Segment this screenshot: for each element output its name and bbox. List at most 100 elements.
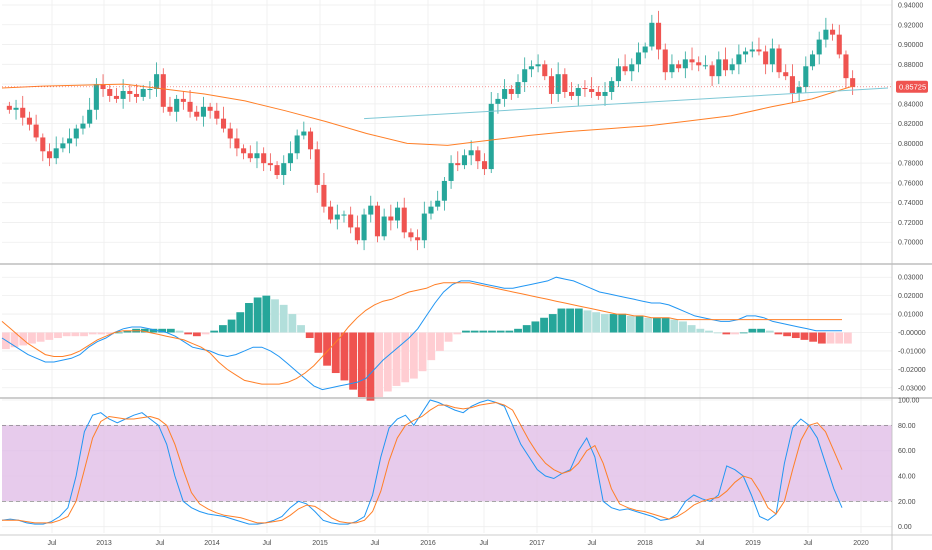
candle-body[interactable] xyxy=(227,128,233,139)
candle-body[interactable] xyxy=(488,103,494,170)
candle-body[interactable] xyxy=(187,101,193,112)
candle-body[interactable] xyxy=(174,98,180,112)
candle-body[interactable] xyxy=(776,48,782,73)
candle-body[interactable] xyxy=(67,138,73,144)
candle-body[interactable] xyxy=(87,109,93,124)
candle-body[interactable] xyxy=(809,54,816,67)
candle-body[interactable] xyxy=(843,54,849,79)
candle-body[interactable] xyxy=(709,65,715,77)
candle-body[interactable] xyxy=(582,88,588,90)
candle-body[interactable] xyxy=(281,163,287,176)
candle-body[interactable] xyxy=(448,163,454,181)
candle-body[interactable] xyxy=(26,117,32,125)
candle-body[interactable] xyxy=(301,131,307,136)
candle-body[interactable] xyxy=(535,64,541,67)
candle-body[interactable] xyxy=(629,64,635,72)
candle-body[interactable] xyxy=(147,89,153,91)
candle-body[interactable] xyxy=(13,107,19,110)
candle-body[interactable] xyxy=(120,90,126,99)
candle-body[interactable] xyxy=(548,76,555,94)
candle-body[interactable] xyxy=(107,89,113,96)
candle-body[interactable] xyxy=(495,98,501,104)
candle-body[interactable] xyxy=(803,66,809,88)
candle-body[interactable] xyxy=(542,64,548,77)
candle-body[interactable] xyxy=(515,82,521,94)
candle-body[interactable] xyxy=(341,214,347,216)
candle-body[interactable] xyxy=(689,59,695,63)
candle-body[interactable] xyxy=(816,39,822,55)
candle-body[interactable] xyxy=(408,232,414,238)
candle-body[interactable] xyxy=(421,213,427,241)
candle-body[interactable] xyxy=(649,22,655,47)
candle-body[interactable] xyxy=(575,88,581,96)
candle-body[interactable] xyxy=(562,74,568,92)
candle-body[interactable] xyxy=(354,227,360,241)
candle-body[interactable] xyxy=(756,49,762,52)
candle-body[interactable] xyxy=(696,62,702,66)
candle-body[interactable] xyxy=(796,87,802,93)
candle-body[interactable] xyxy=(722,59,729,71)
candle-body[interactable] xyxy=(73,128,79,139)
price-pane[interactable] xyxy=(1,10,892,251)
candle-body[interactable] xyxy=(274,165,280,176)
candle-body[interactable] xyxy=(528,66,534,70)
candle-body[interactable] xyxy=(435,200,441,207)
candle-body[interactable] xyxy=(789,76,795,93)
candle-body[interactable] xyxy=(127,90,133,94)
candle-body[interactable] xyxy=(180,98,186,102)
candle-body[interactable] xyxy=(502,89,508,99)
candle-body[interactable] xyxy=(314,149,320,185)
candle-body[interactable] xyxy=(736,54,742,65)
candle-body[interactable] xyxy=(194,111,200,117)
candle-body[interactable] xyxy=(615,66,621,82)
candle-body[interactable] xyxy=(763,51,769,65)
candle-body[interactable] xyxy=(40,137,46,152)
candle-body[interactable] xyxy=(461,155,468,166)
candle-body[interactable] xyxy=(743,51,749,55)
candle-body[interactable] xyxy=(160,74,166,107)
stochastic-pane[interactable] xyxy=(1,399,843,525)
candle-body[interactable] xyxy=(267,163,273,166)
candle-body[interactable] xyxy=(361,214,367,241)
candle-body[interactable] xyxy=(823,29,829,40)
candle-body[interactable] xyxy=(381,216,387,237)
candle-body[interactable] xyxy=(287,153,293,164)
candle-body[interactable] xyxy=(207,106,213,111)
candle-body[interactable] xyxy=(415,237,421,241)
candle-body[interactable] xyxy=(522,69,528,83)
candle-body[interactable] xyxy=(334,214,340,220)
candle-body[interactable] xyxy=(374,205,380,237)
candle-body[interactable] xyxy=(53,148,59,159)
candle-body[interactable] xyxy=(669,64,675,73)
candle-body[interactable] xyxy=(140,89,146,97)
candle-body[interactable] xyxy=(635,52,642,65)
candle-body[interactable] xyxy=(555,74,561,94)
candle-body[interactable] xyxy=(93,84,99,110)
candle-body[interactable] xyxy=(321,184,327,207)
candle-body[interactable] xyxy=(475,150,481,162)
trend-line[interactable] xyxy=(364,87,889,120)
candle-body[interactable] xyxy=(482,161,488,170)
macd-pane[interactable] xyxy=(1,276,852,401)
candle-body[interactable] xyxy=(328,206,334,220)
candle-body[interactable] xyxy=(241,148,247,154)
candle-body[interactable] xyxy=(642,46,648,53)
candle-body[interactable] xyxy=(348,214,354,228)
candle-body[interactable] xyxy=(254,153,260,159)
candle-body[interactable] xyxy=(589,89,595,92)
candle-body[interactable] xyxy=(247,153,253,159)
candle-body[interactable] xyxy=(749,49,755,52)
candle-body[interactable] xyxy=(154,74,160,90)
candle-body[interactable] xyxy=(100,84,106,90)
candle-body[interactable] xyxy=(307,131,314,150)
candle-body[interactable] xyxy=(401,207,407,233)
candle-body[interactable] xyxy=(113,95,119,99)
candle-body[interactable] xyxy=(167,106,173,112)
candle-body[interactable] xyxy=(133,93,140,97)
candle-body[interactable] xyxy=(294,135,300,154)
candle-body[interactable] xyxy=(394,207,401,221)
candle-body[interactable] xyxy=(455,163,461,166)
candle-body[interactable] xyxy=(702,65,708,67)
candle-body[interactable] xyxy=(33,124,39,138)
candle-body[interactable] xyxy=(46,151,53,159)
